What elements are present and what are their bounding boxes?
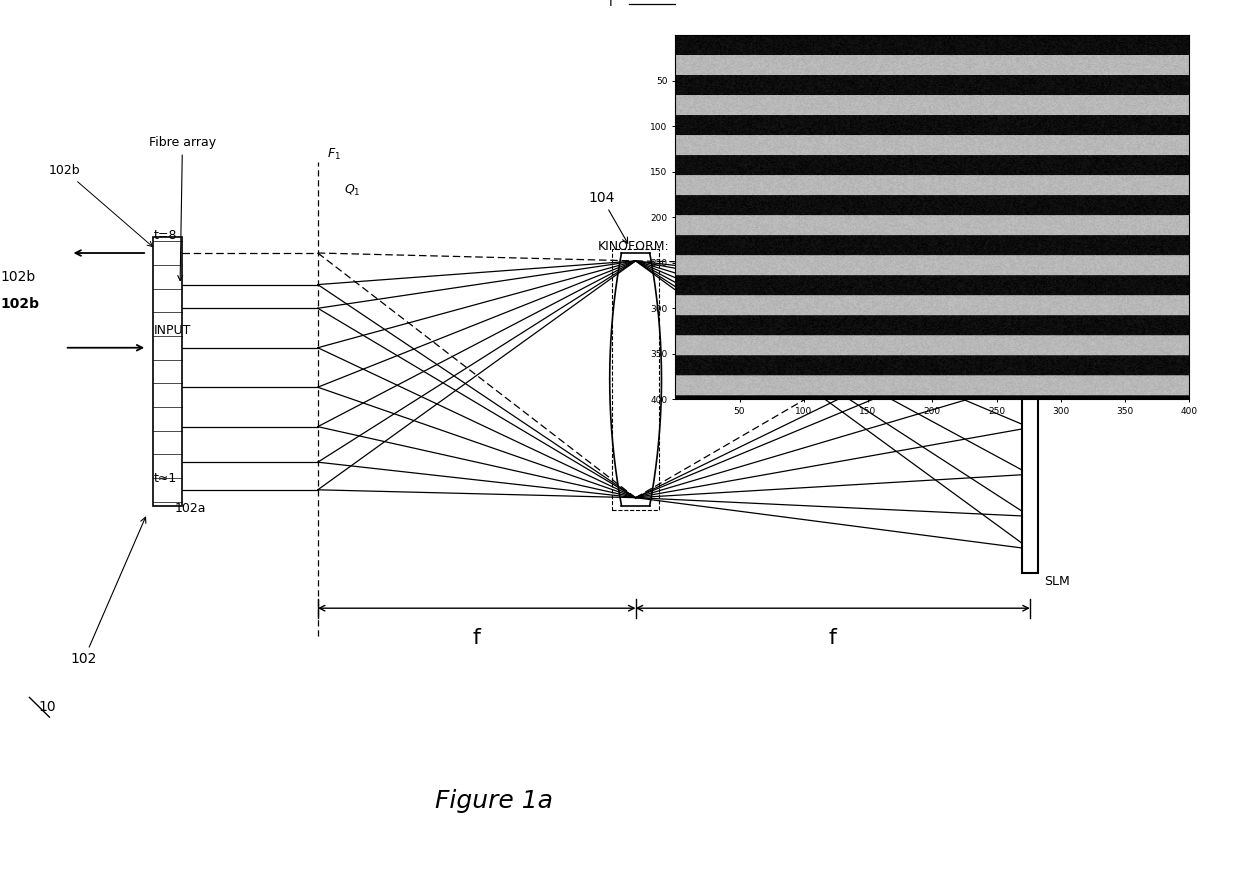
Text: f: f (829, 628, 836, 648)
Text: T: T (607, 0, 615, 9)
Text: SLM: SLM (1044, 574, 1069, 588)
Text: 104: 104 (589, 190, 628, 243)
Text: t≈1: t≈1 (154, 472, 177, 485)
FancyBboxPatch shape (154, 237, 182, 505)
Text: f: f (473, 628, 481, 648)
Text: 102: 102 (71, 517, 146, 667)
Text: 106: 106 (1012, 190, 1038, 237)
FancyBboxPatch shape (1022, 245, 1038, 573)
Text: 10: 10 (38, 700, 56, 714)
Text: Figure 1a: Figure 1a (435, 789, 554, 814)
Text: $Q_1$: $Q_1$ (343, 182, 361, 198)
Text: KINOFORM:: KINOFORM: (597, 239, 669, 253)
Text: t=8: t=8 (154, 229, 177, 242)
Text: Fibre array: Fibre array (149, 137, 216, 281)
Text: $F_1$: $F_1$ (327, 147, 341, 162)
Bar (612, 249, 659, 510)
Text: 102b: 102b (0, 269, 35, 283)
Text: INPUT: INPUT (154, 324, 192, 337)
Text: 102a: 102a (175, 502, 206, 515)
Text: 102b: 102b (48, 164, 152, 246)
Text: 102b: 102b (0, 297, 38, 311)
